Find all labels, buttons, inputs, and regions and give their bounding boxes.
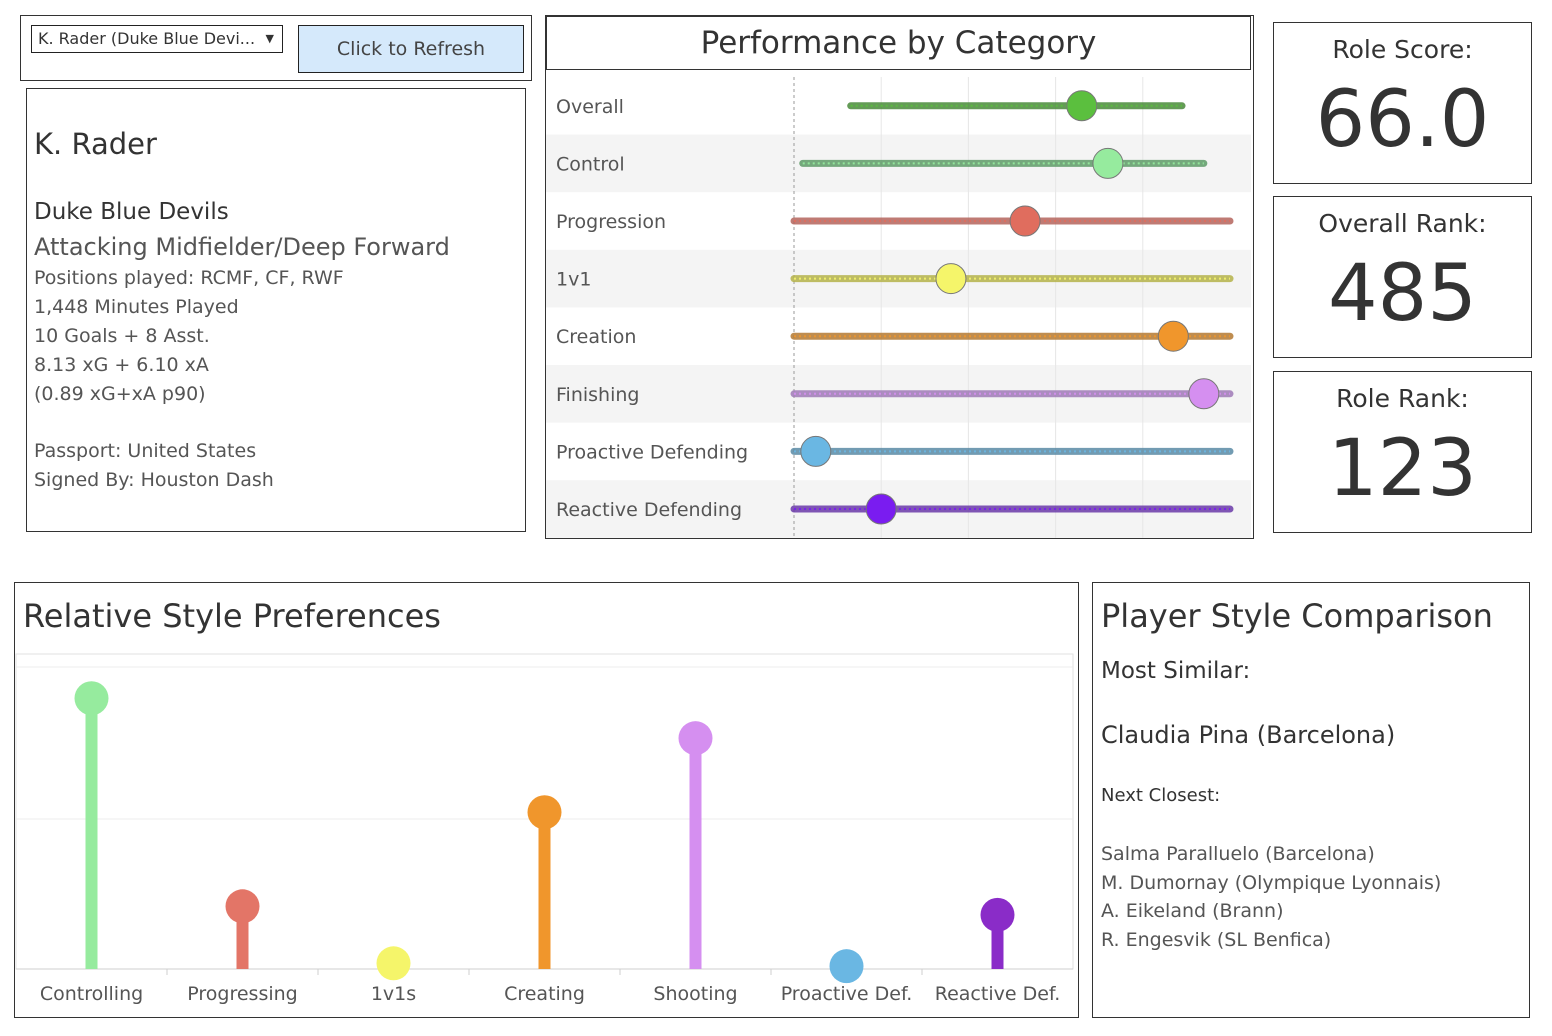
xg-xa: 8.13 xG + 6.10 xA [34,354,209,376]
most-similar-player: Claudia Pina (Barcelona) [1101,721,1396,749]
lollipop-head [74,681,109,716]
next-closest-item: M. Dumornay (Olympique Lyonnais) [1101,872,1442,894]
lollipop-head [527,795,562,830]
role-rank-label: Role Rank: [1336,384,1469,413]
player-name: K. Rader [34,127,157,161]
player-marker [1157,320,1189,352]
next-closest-label: Next Closest: [1101,785,1221,806]
chevron-down-icon: ▼ [265,32,274,45]
role-score-value: 66.0 [1315,75,1490,165]
lollipop-head [829,949,864,984]
category-label: Finishing [556,384,639,406]
performance-chart-panel: Overall Control Progression 1v1 Creation Fini… [545,15,1254,539]
role-score-card: Role Score: 66.0 [1273,22,1532,184]
style-comparison-panel: Player Style Comparison Most Similar: Cl… [1092,582,1530,1018]
signed-by: Signed By: Houston Dash [34,469,274,491]
style-preferences-panel: Controlling Progressing 1v1s Creating Shooti… [14,582,1079,1018]
performance-chart-title: Performance by Category [546,16,1251,70]
role-score-label: Role Score: [1332,35,1473,64]
x-axis-label: Controlling [40,983,143,1005]
player-marker [800,435,832,467]
category-label: Creation [556,326,636,348]
category-label: 1v1 [556,269,591,291]
player-marker [1009,205,1041,237]
player-selector-panel: K. Rader (Duke Blue Devi... ▼ Click to R… [20,15,532,81]
label-band [15,970,1078,1017]
passport: Passport: United States [34,440,257,462]
x-axis-label: Creating [504,983,585,1005]
player-role: Attacking Midfielder/Deep Forward [34,233,450,261]
refresh-button[interactable]: Click to Refresh [298,25,524,73]
category-label: Proactive Defending [556,441,748,463]
x-axis-label: 1v1s [371,983,416,1005]
next-closest-item: A. Eikeland (Brann) [1101,900,1284,922]
overall-rank-value: 485 [1328,249,1477,339]
player-marker [865,493,897,525]
xgxa-p90: (0.89 xG+xA p90) [34,383,206,405]
category-label: Control [556,153,625,175]
next-closest-item: R. Engesvik (SL Benfica) [1101,929,1332,951]
performance-chart: Overall Control Progression 1v1 Creation Fini… [546,77,1251,538]
player-dropdown[interactable]: K. Rader (Duke Blue Devi... ▼ [31,25,283,53]
player-marker [935,263,967,295]
style-preferences-title: Relative Style Preferences [23,597,441,635]
category-label: Overall [556,96,624,118]
player-marker [1066,90,1098,122]
lollipop-head [980,897,1015,932]
player-info-panel: K. Rader Duke Blue Devils Attacking Midf… [26,88,526,532]
overall-rank-label: Overall Rank: [1318,209,1487,238]
x-axis-label: Progressing [187,983,297,1005]
style-preferences-chart: Controlling Progressing 1v1s Creating Shooti… [15,653,1078,1017]
x-axis-label: Reactive Def. [935,983,1061,1005]
goals-assists: 10 Goals + 8 Asst. [34,325,210,347]
positions-played: Positions played: RCMF, CF, RWF [34,267,344,289]
comparison-title: Player Style Comparison [1101,597,1493,635]
x-axis-label: Shooting [653,983,737,1005]
lollipop-head [376,946,411,981]
category-label: Progression [556,211,666,233]
category-label: Reactive Defending [556,499,742,521]
minutes-played: 1,448 Minutes Played [34,296,239,318]
player-marker [1188,378,1220,410]
most-similar-label: Most Similar: [1101,658,1251,684]
player-team: Duke Blue Devils [34,199,229,225]
role-rank-card: Role Rank: 123 [1273,371,1532,533]
lollipop-head [678,721,713,756]
lollipop-head [225,889,260,924]
player-dropdown-value: K. Rader (Duke Blue Devi... [38,29,256,48]
player-marker [1092,147,1124,179]
next-closest-item: Salma Paralluelo (Barcelona) [1101,843,1375,865]
x-axis-label: Proactive Def. [781,983,913,1005]
overall-rank-card: Overall Rank: 485 [1273,196,1532,358]
role-rank-value: 123 [1328,424,1477,514]
